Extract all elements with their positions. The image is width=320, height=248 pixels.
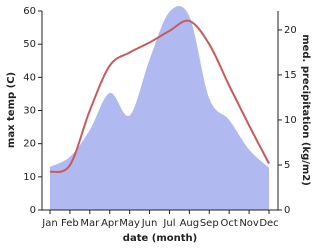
x-tick-label: Sep xyxy=(200,218,219,229)
x-tick-label: May xyxy=(119,218,140,229)
y-tick-label: 40 xyxy=(23,72,36,83)
y2-tick-label: 20 xyxy=(284,25,297,36)
y-tick-label: 10 xyxy=(23,172,36,183)
y-tick-label: 50 xyxy=(23,39,36,50)
x-axis-label: date (month) xyxy=(123,233,197,244)
y-axis-label: max temp (C) xyxy=(6,72,17,148)
y2-tick-label: 15 xyxy=(284,70,297,81)
precipitation-area xyxy=(50,6,269,211)
x-tick-label: Nov xyxy=(239,218,259,229)
y2-axis-label: med. precipitation (kg/m2) xyxy=(300,34,311,186)
temp-line xyxy=(49,19,270,173)
x-tick-label: Jul xyxy=(162,218,175,229)
x-tick-label: Feb xyxy=(61,218,79,229)
y-tick-label: 0 xyxy=(30,205,36,216)
y-tick-label: 60 xyxy=(23,6,36,17)
x-tick-label: Jun xyxy=(141,218,158,229)
x-tick-label: Oct xyxy=(221,218,238,229)
x-tick-label: Aug xyxy=(180,218,200,229)
y2-tick-label: 0 xyxy=(284,205,290,216)
x-tick-label: Dec xyxy=(259,218,278,229)
x-tick-label: Mar xyxy=(80,218,100,229)
x-tick-label: Apr xyxy=(101,218,119,229)
y-tick-label: 20 xyxy=(23,139,36,150)
y2-tick-label: 5 xyxy=(284,160,290,171)
y2-tick-label: 10 xyxy=(284,115,297,126)
y-tick-label: 30 xyxy=(23,106,36,117)
x-tick-label: Jan xyxy=(41,218,57,229)
